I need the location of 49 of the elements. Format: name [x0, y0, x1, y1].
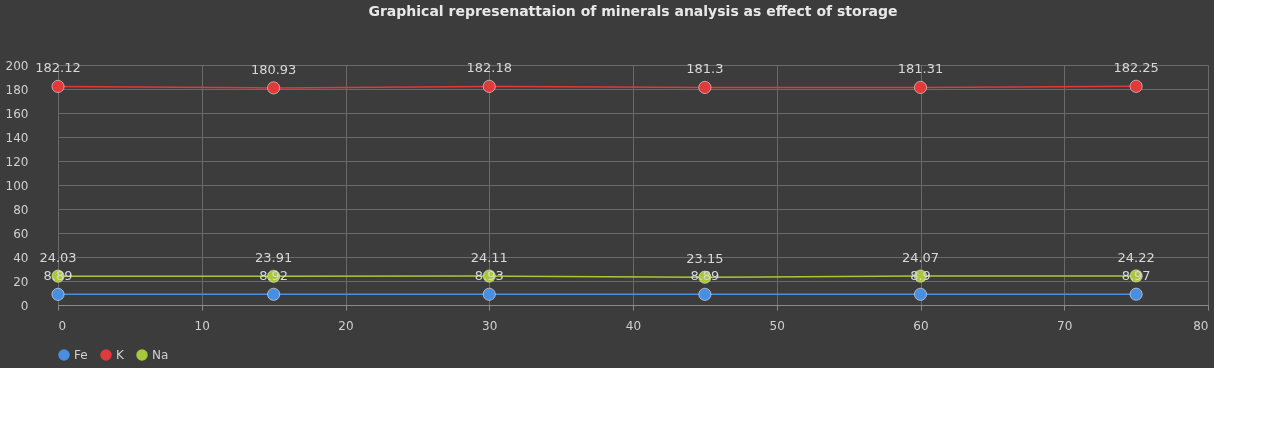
- data-label: 180.93: [250, 61, 297, 77]
- data-label: 23.15: [686, 251, 724, 267]
- data-label: 24.07: [901, 250, 940, 266]
- y-tick-label: 120: [5, 154, 29, 169]
- y-tick-label: 160: [5, 106, 29, 121]
- y-tick-label: 40: [13, 250, 29, 265]
- x-tick-label: 70: [1057, 318, 1073, 333]
- x-tick-label: 60: [913, 318, 929, 333]
- point: [267, 287, 280, 301]
- data-label: 181.31: [897, 61, 944, 77]
- legend-label: Fe: [74, 348, 88, 362]
- data-label: 24.11: [470, 250, 508, 266]
- point: [267, 81, 280, 95]
- y-tick-label: 20: [13, 274, 29, 289]
- point: [914, 287, 927, 301]
- x-tick-label: 20: [338, 318, 354, 333]
- point: [51, 287, 65, 301]
- point: [698, 81, 712, 94]
- point: [482, 80, 496, 93]
- data-label: 8.89: [43, 268, 73, 284]
- data-label: 182.25: [1113, 60, 1159, 76]
- x-tick-label: 50: [769, 318, 785, 333]
- point: [914, 81, 927, 94]
- point: [1129, 79, 1143, 93]
- legend-label: Na: [152, 348, 169, 362]
- data-label: 24.22: [1117, 249, 1155, 265]
- y-tick-label: 60: [13, 226, 29, 241]
- x-tick-label: 10: [194, 318, 210, 333]
- y-tick-label: 200: [5, 58, 29, 73]
- x-tick-label: 40: [625, 318, 642, 333]
- point: [482, 287, 496, 301]
- data-label: 182.12: [35, 60, 81, 76]
- y-tick-label: 100: [5, 178, 29, 193]
- y-tick-label: 80: [13, 202, 29, 217]
- y-tick-label: 180: [5, 82, 29, 97]
- x-tick-label: 80: [1193, 318, 1209, 333]
- legend-label: K: [116, 348, 125, 362]
- data-label: 182.18: [466, 60, 512, 76]
- x-tick-label: 0: [58, 318, 67, 333]
- point: [51, 80, 65, 93]
- data-label: 23.91: [255, 250, 293, 266]
- y-tick-label: 140: [5, 130, 29, 145]
- data-label: 181.3: [686, 61, 724, 77]
- point: [1129, 287, 1143, 301]
- data-label: 24.03: [39, 250, 77, 266]
- y-tick-label: 0: [20, 298, 29, 313]
- chart-title: Graphical represenattaion of minerals analysis as effect of storage: [368, 3, 898, 19]
- point: [698, 287, 712, 301]
- x-tick-label: 30: [482, 318, 498, 333]
